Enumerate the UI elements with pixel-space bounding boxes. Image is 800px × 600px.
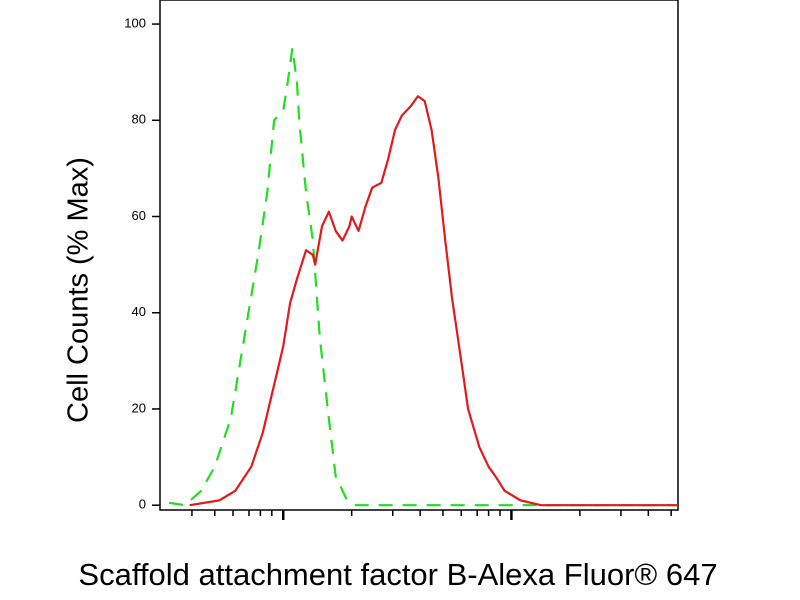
- plot-frame: [159, 0, 679, 511]
- histogram-line: [168, 47, 678, 507]
- y-axis-label: Cell Counts (% Max): [63, 157, 95, 423]
- y-tick-label: 60: [132, 208, 146, 223]
- y-tick-label: 40: [132, 304, 146, 319]
- y-tick-label: 20: [132, 400, 146, 415]
- y-tick-label: 0: [139, 497, 146, 512]
- y-tick-label: 100: [124, 15, 146, 30]
- x-axis-label: Scaffold attachment factor B-Alexa Fluor…: [78, 557, 717, 592]
- histogram-line: [189, 95, 678, 507]
- y-tick-label: 80: [132, 112, 146, 127]
